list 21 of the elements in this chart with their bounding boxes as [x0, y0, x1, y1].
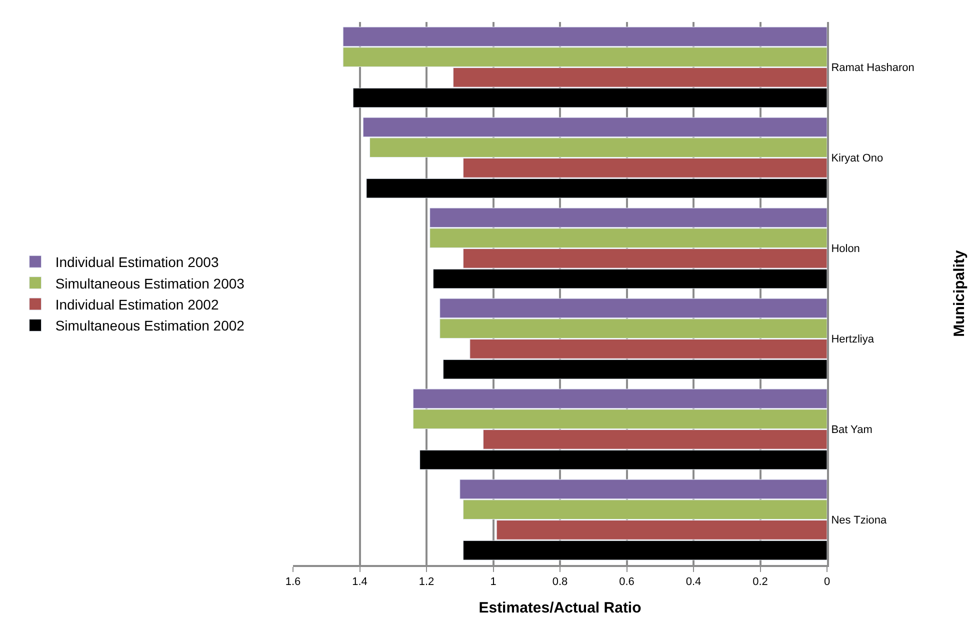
x-tick-label: 1.6 [285, 576, 301, 588]
legend-label: Individual Estimation 2003 [55, 254, 219, 270]
y-tick-label: Hertzliya [831, 334, 875, 346]
y-tick-label: Kiryat Ono [831, 152, 884, 165]
x-tick-label: 1.4 [352, 576, 368, 588]
x-tick-label: 1.2 [418, 576, 434, 588]
y-tick-label: Bat Yam [831, 424, 872, 436]
legend-label: Individual Estimation 2002 [55, 296, 219, 312]
y-tick-label: Nes Tziona [831, 514, 888, 527]
x-tick-label: 0.4 [686, 576, 702, 588]
x-axis-title: Estimates/Actual Ratio [478, 600, 642, 617]
x-tick-label: 0.6 [619, 576, 634, 588]
x-tick-label: 0 [824, 576, 830, 588]
y-axis-title: Municipality [950, 250, 968, 337]
x-tick-label: 0.2 [752, 576, 768, 588]
legend-label: Simultaneous Estimation 2003 [55, 275, 245, 292]
x-tick-label: 0.8 [552, 576, 568, 588]
y-tick-label: Ramat Hasharon [831, 62, 914, 74]
legend-label: Simultaneous Estimation 2002 [55, 318, 245, 334]
y-tick-label: Holon [831, 243, 860, 256]
x-tick-label: 1 [490, 576, 496, 588]
